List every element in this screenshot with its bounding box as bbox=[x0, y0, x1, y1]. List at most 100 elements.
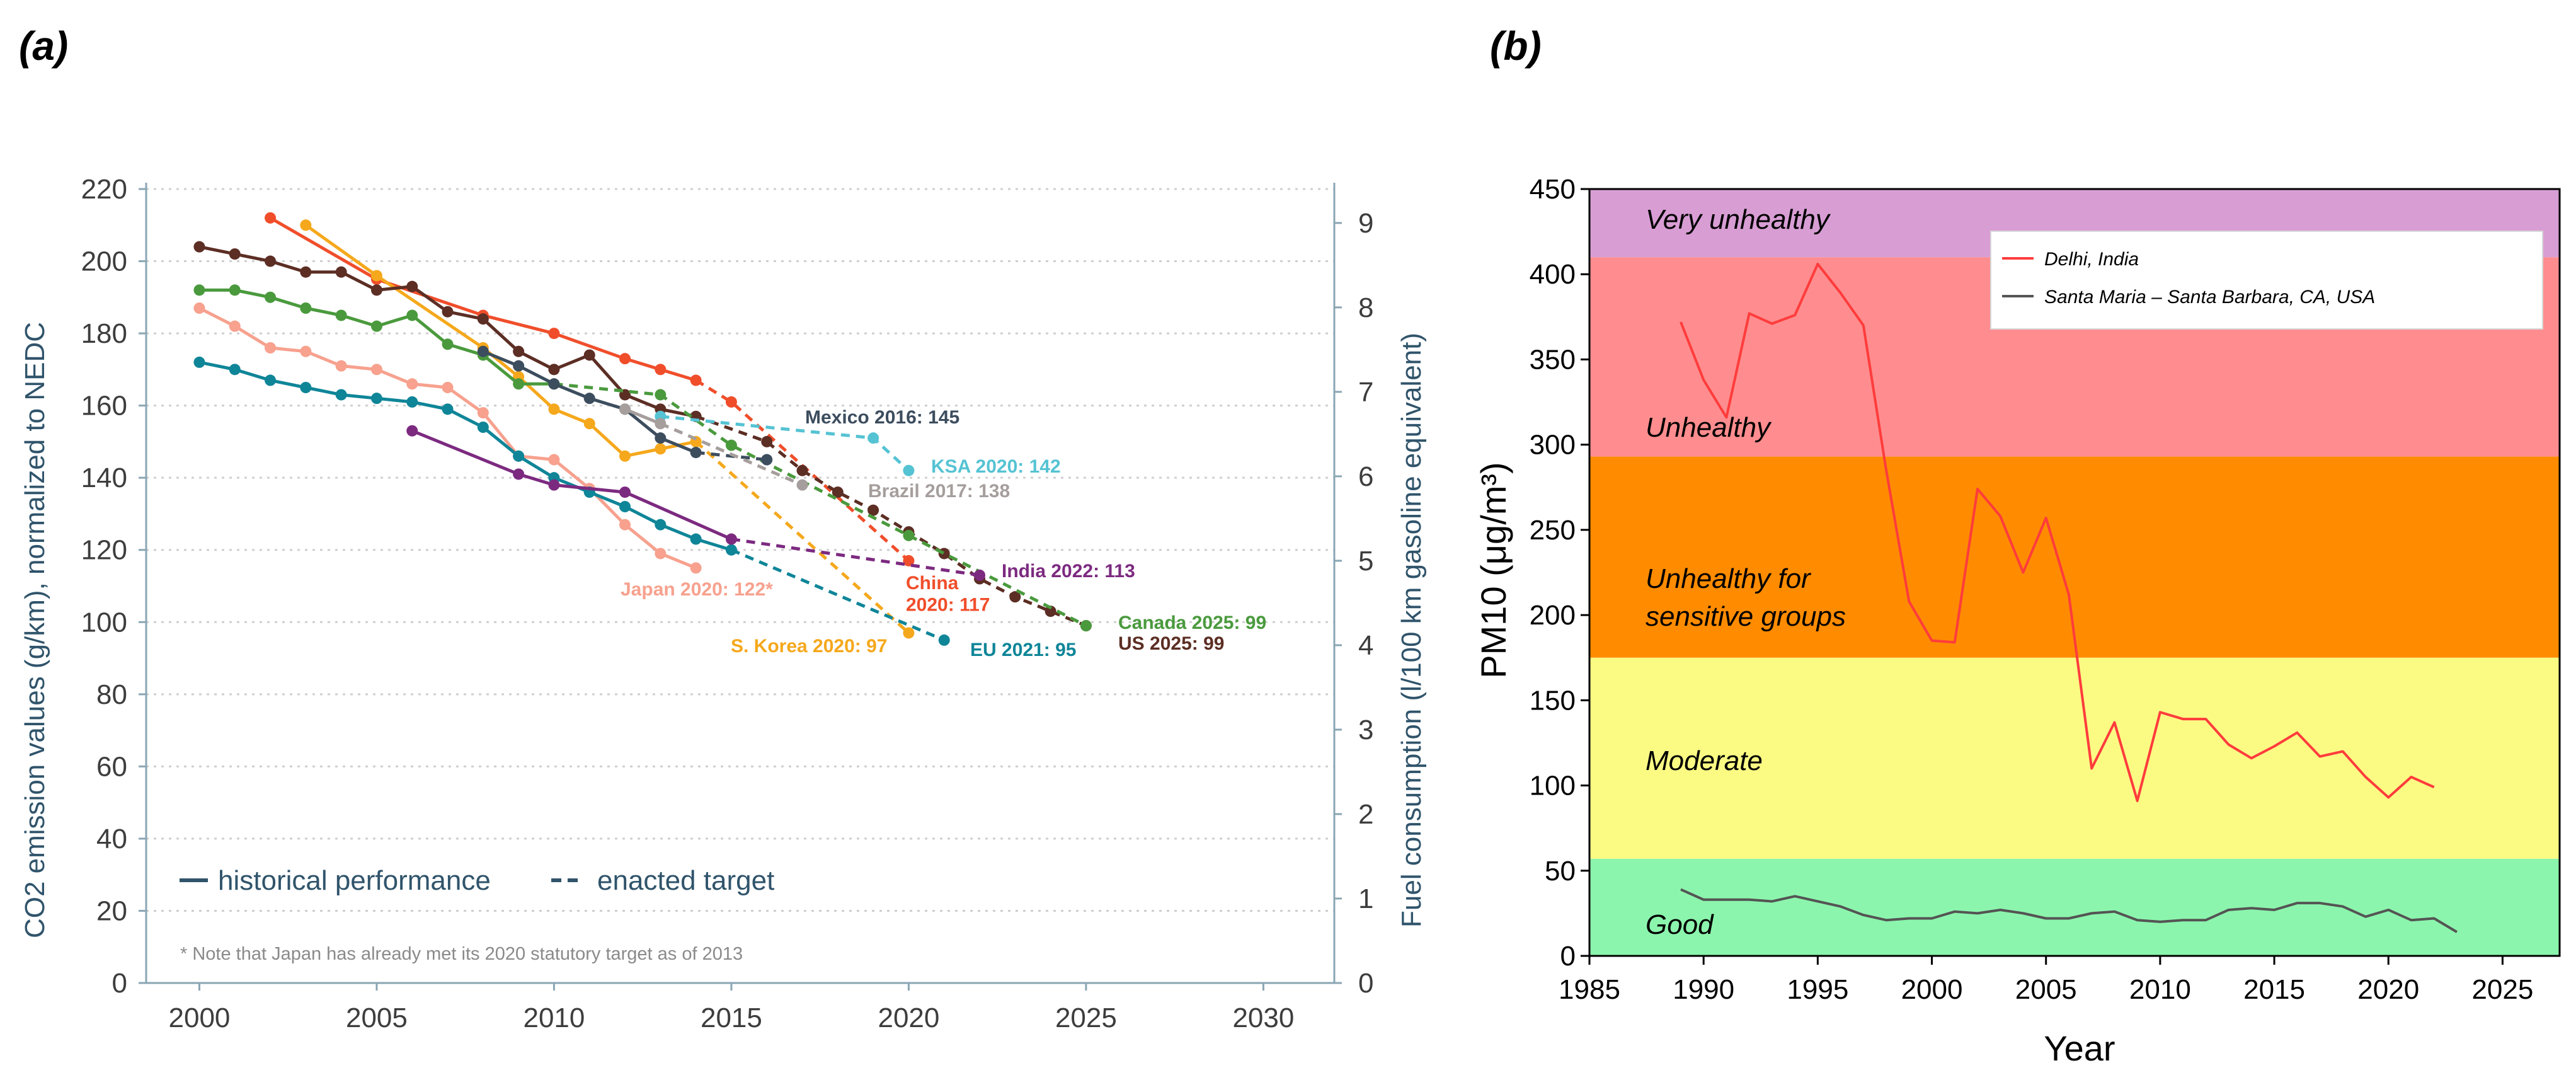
b-band-label-unhealthy-for-sensitive-groups: sensitive groups bbox=[1646, 601, 1846, 632]
a-y-tick-label-160: 160 bbox=[81, 391, 127, 422]
a-point-mexico-hist-6 bbox=[690, 447, 702, 459]
b-legend-box bbox=[1990, 231, 2543, 330]
b-series-santa-maria-santa-barbara-ca-usa bbox=[1680, 888, 2458, 933]
a-y2-tick-label-8: 8 bbox=[1358, 292, 1373, 323]
a-point-japan-hist-14 bbox=[690, 562, 702, 574]
a-point-india-hist-3 bbox=[619, 486, 631, 498]
a-x-tick-labels: 2000 2005 2010 2015 2020 2025 2030 bbox=[169, 1003, 1295, 1033]
a-series-brazil-target bbox=[660, 422, 803, 486]
a-label-mexico: Mexico 2016: 145 bbox=[805, 407, 959, 428]
a-y2-axis-label: Fuel consumption (l/100 km gasoline equi… bbox=[1396, 333, 1427, 928]
a-point-us-hist-10 bbox=[548, 364, 560, 376]
a-point-japan-hist-0 bbox=[193, 302, 205, 314]
a-y-tick-label-200: 200 bbox=[81, 246, 127, 277]
a-point-us-hist-1 bbox=[229, 248, 241, 260]
a-label-eu: EU 2021: 95 bbox=[970, 640, 1076, 660]
a-point-ksa-target-1 bbox=[867, 432, 879, 444]
a-point-china-hist-3 bbox=[548, 328, 560, 340]
a-x-tick-label-2000: 2000 bbox=[169, 1003, 231, 1033]
a-y-tick-label-40: 40 bbox=[96, 824, 127, 854]
a-series-canada-target bbox=[554, 382, 1087, 628]
a-point-s-korea-hist-1 bbox=[370, 270, 382, 282]
a-point-s-korea-hist-6 bbox=[619, 450, 631, 462]
a-series-mexico-target bbox=[696, 451, 767, 462]
a-y2-tick-label-3: 3 bbox=[1358, 715, 1373, 745]
b-band-label-good: Good bbox=[1646, 909, 1714, 940]
a-series-eu-historical bbox=[198, 360, 732, 552]
a-point-canada-hist-1 bbox=[229, 284, 241, 296]
a-y2-tick-label-0: 0 bbox=[1358, 968, 1373, 999]
b-x-tick-label-2000: 2000 bbox=[1901, 974, 1963, 1005]
a-point-china-target-2 bbox=[903, 555, 915, 566]
a-x-tick-label-2030: 2030 bbox=[1232, 1003, 1294, 1033]
a-point-s-korea-hist-7 bbox=[655, 443, 667, 455]
a-y-tick-label-20: 20 bbox=[96, 895, 127, 926]
a-point-canada-target-3 bbox=[903, 529, 915, 541]
a-point-us-hist-3 bbox=[300, 266, 312, 278]
a-label-line: China bbox=[906, 573, 959, 594]
b-y-axis-label: PM10 (μg/m³) bbox=[1474, 462, 1513, 678]
b-plot-frame bbox=[1588, 188, 2561, 957]
a-legend-historical: historical performance bbox=[218, 865, 491, 896]
a-point-us-hist-6 bbox=[406, 280, 418, 292]
a-point-mexico-hist-3 bbox=[583, 393, 595, 405]
a-point-us-hist-5 bbox=[370, 284, 382, 296]
a-point-eu-hist-4 bbox=[335, 389, 347, 401]
a-point-brazil-target-1 bbox=[796, 479, 808, 491]
b-band-label-very-unhealthy: Very unhealthy bbox=[1646, 204, 1831, 235]
a-point-ksa-target-2 bbox=[903, 464, 915, 476]
a-point-canada-target-1 bbox=[655, 389, 667, 401]
a-point-us-hist-2 bbox=[265, 255, 277, 267]
a-point-us-target-9 bbox=[1045, 606, 1056, 618]
b-x-tick-labels: 1985 1990 1995 2000 2005 2010 2015 2020 2025 bbox=[1559, 956, 2533, 1005]
a-point-brazil-hist-1 bbox=[655, 418, 667, 430]
b-aqi-bands: Good Moderate Unhealthy for sensitive group… bbox=[1589, 189, 2560, 956]
a-y-tick-label-120: 120 bbox=[81, 535, 127, 566]
a-label-line: S. Korea 2020: 97 bbox=[731, 636, 887, 657]
a-point-us-target-6 bbox=[938, 548, 950, 560]
b-y-tick-label-0: 0 bbox=[1560, 941, 1576, 972]
a-point-japan-hist-5 bbox=[370, 364, 382, 376]
a-point-eu-hist-6 bbox=[406, 396, 418, 408]
a-point-us-hist-11 bbox=[583, 349, 595, 361]
a-y2-tick-label-7: 7 bbox=[1358, 377, 1373, 408]
a-point-eu-hist-12 bbox=[619, 501, 631, 512]
a-point-japan-hist-12 bbox=[619, 519, 631, 531]
a-point-india-hist-4 bbox=[725, 533, 737, 545]
a-point-brazil-hist-0 bbox=[619, 403, 631, 415]
a-point-china-hist-5 bbox=[655, 364, 667, 376]
b-band-label-moderate: Moderate bbox=[1646, 745, 1763, 776]
b-x-tick-label-2025: 2025 bbox=[2471, 974, 2533, 1005]
a-y2-tick-label-1: 1 bbox=[1358, 883, 1373, 914]
a-y-tick-label-100: 100 bbox=[81, 607, 127, 638]
a-point-canada-target-4 bbox=[1080, 620, 1092, 631]
b-x-axis-label: Year bbox=[2044, 1028, 2115, 1068]
a-y2-tick-labels: 0 1 2 3 4 5 6 7 8 9 bbox=[1358, 208, 1373, 999]
a-series-india-target bbox=[731, 537, 980, 577]
a-y-tick-labels: 0 20 40 60 80 100 120 140 160 180 200 220 bbox=[81, 174, 127, 999]
a-point-mexico-hist-0 bbox=[477, 345, 489, 357]
b-y-tick-label-450: 450 bbox=[1530, 174, 1576, 205]
a-point-india-target-1 bbox=[974, 569, 986, 581]
a-y-tick-label-180: 180 bbox=[81, 318, 127, 349]
a-point-eu-hist-2 bbox=[265, 374, 277, 386]
a-y-tick-label-140: 140 bbox=[81, 463, 127, 493]
a-label-s-korea: S. Korea 2020: 97 bbox=[731, 636, 887, 657]
a-label-line: 2020: 117 bbox=[906, 595, 990, 616]
panel-a-label: (a) bbox=[19, 23, 68, 69]
a-point-canada-hist-6 bbox=[406, 309, 418, 321]
a-point-us-hist-9 bbox=[513, 345, 525, 357]
a-y-axis-label: CO2 emission values (g/km), normalized t… bbox=[20, 322, 50, 938]
chart-a: 0 20 40 60 80 100 120 140 160 180 200 220 0 1 2 3 4 5 6 7 8… bbox=[20, 174, 1427, 1033]
a-point-eu-hist-7 bbox=[442, 403, 454, 415]
a-series-labels: China 2020: 117 S. Korea 2020: 97 US 2025: … bbox=[621, 407, 1266, 660]
a-point-mexico-target-1 bbox=[761, 454, 773, 466]
a-point-us-target-2 bbox=[796, 464, 808, 476]
a-point-us-hist-7 bbox=[442, 306, 454, 318]
a-y2-tick-label-6: 6 bbox=[1358, 461, 1373, 492]
a-point-china-hist-0 bbox=[265, 212, 277, 224]
a-point-japan-hist-8 bbox=[477, 407, 489, 419]
a-label-line: US 2025: 99 bbox=[1118, 633, 1224, 654]
a-legend-target: enacted target bbox=[597, 865, 774, 896]
b-x-tick-label-2010: 2010 bbox=[2129, 974, 2191, 1005]
